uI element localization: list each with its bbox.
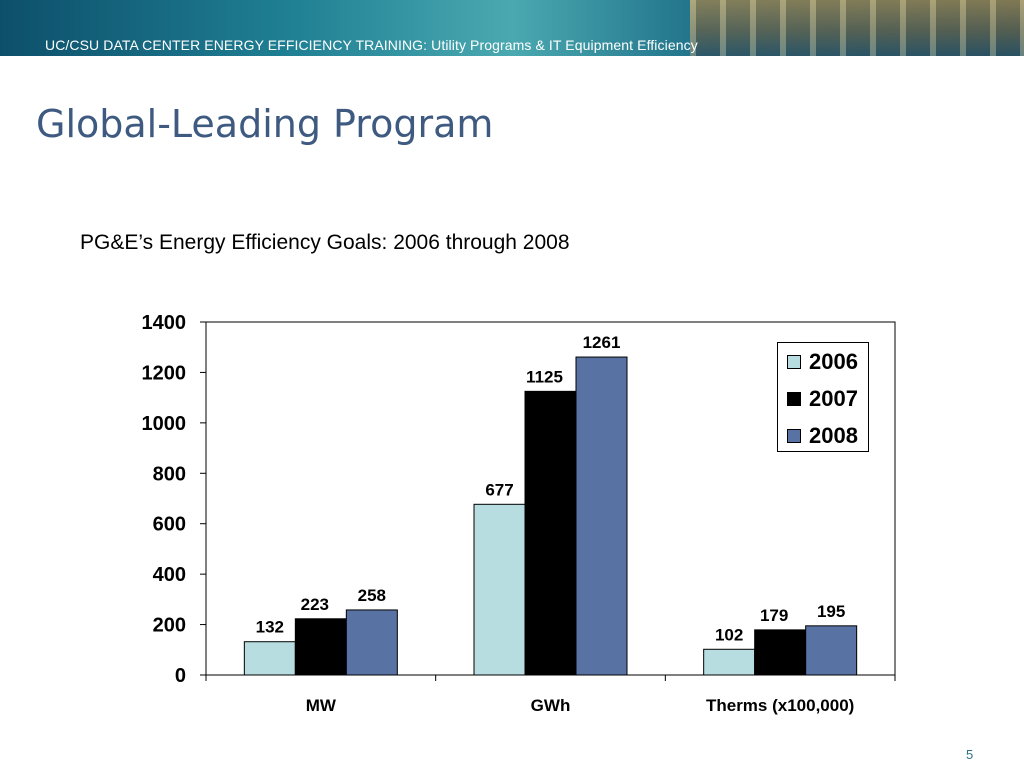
legend-label-2006: 2006 — [809, 349, 858, 374]
legend-swatch-2007 — [787, 392, 801, 406]
data-label: 102 — [715, 625, 743, 644]
x-tick-label: Therms (x100,000) — [706, 696, 854, 715]
banner-photo — [690, 0, 1024, 56]
legend-item-2007: 2007 — [787, 384, 858, 414]
y-tick-label: 0 — [175, 665, 186, 687]
legend-swatch-2008 — [787, 429, 801, 443]
chart-heading: PG&E’s Energy Efficiency Goals: 2006 thr… — [80, 231, 570, 254]
legend-item-2006: 2006 — [787, 347, 858, 377]
header-banner: UC/CSU DATA CENTER ENERGY EFFICIENCY TRA… — [0, 0, 1024, 56]
banner-title: UC/CSU DATA CENTER ENERGY EFFICIENCY TRA… — [45, 37, 698, 53]
bar-2008-0 — [345, 609, 398, 676]
y-tick-label: 1200 — [142, 362, 187, 384]
bar-2008-1 — [575, 356, 628, 676]
legend-label-2008: 2008 — [809, 423, 858, 448]
x-tick-label: MW — [306, 696, 337, 715]
legend-swatch-2006 — [787, 355, 801, 369]
y-tick-label: 200 — [153, 615, 186, 637]
data-label: 1125 — [526, 367, 563, 386]
data-label: 223 — [301, 595, 329, 614]
data-label: 179 — [760, 606, 788, 625]
bar-2007-2 — [754, 629, 807, 676]
bar-2006-0 — [243, 641, 296, 676]
data-label: 132 — [256, 618, 284, 637]
y-tick-label: 600 — [153, 514, 186, 536]
bar-2006-1 — [473, 503, 526, 676]
chart-legend: 2006 2007 2008 — [777, 342, 869, 452]
x-tick-label: GWh — [531, 696, 571, 715]
data-label: 1261 — [583, 333, 621, 352]
slide-number: 5 — [966, 747, 974, 762]
legend-label-2007: 2007 — [809, 386, 858, 411]
bar-2007-1 — [524, 390, 577, 676]
y-tick-label: 400 — [153, 564, 186, 586]
bar-2006-2 — [703, 648, 756, 676]
y-tick-label: 800 — [153, 463, 186, 485]
bar-2007-0 — [294, 618, 347, 676]
y-tick-label: 1400 — [142, 312, 187, 334]
data-label: 258 — [358, 586, 386, 605]
data-label: 195 — [817, 602, 845, 621]
legend-item-2008: 2008 — [787, 421, 858, 451]
slide-title: Global-Leading Program — [36, 102, 494, 146]
y-tick-label: 1000 — [142, 413, 187, 435]
data-label: 677 — [485, 480, 513, 499]
bar-2008-2 — [805, 625, 858, 676]
